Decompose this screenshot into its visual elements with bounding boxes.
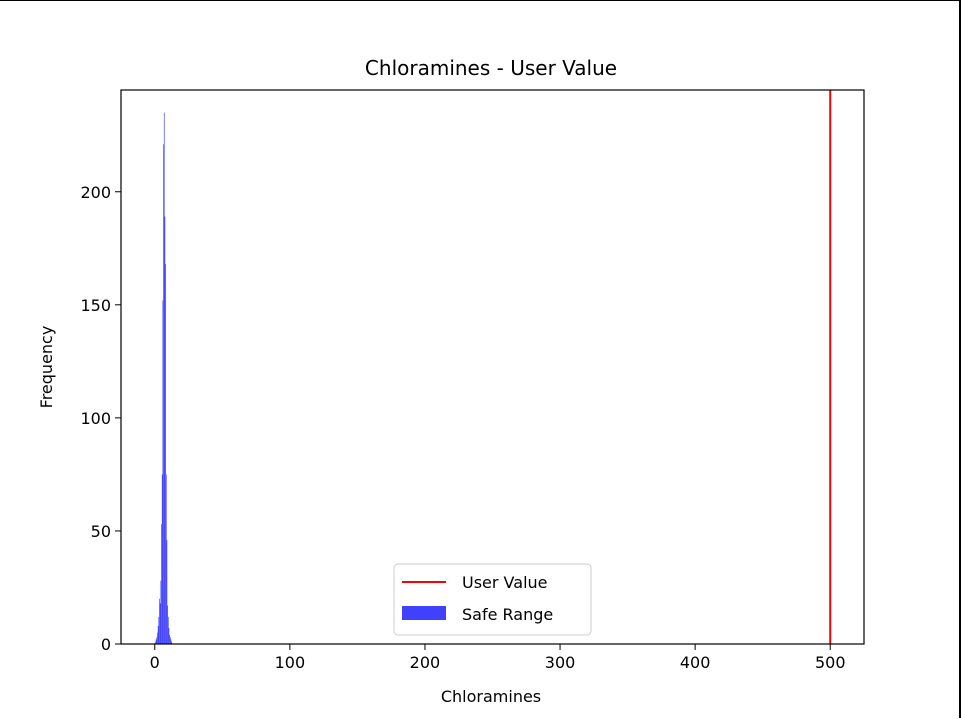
- y-tick-label: 0: [101, 635, 111, 654]
- x-tick-label: 200: [410, 653, 441, 672]
- histogram-bar: [155, 641, 156, 644]
- histogram-bar: [165, 264, 166, 644]
- histogram-bar: [170, 639, 172, 644]
- histogram-bar: [164, 216, 166, 644]
- x-tick-label: 300: [545, 653, 576, 672]
- histogram-bars: [155, 112, 172, 644]
- histogram-bar: [161, 474, 163, 644]
- histogram-bar: [157, 625, 159, 644]
- x-tick-label: 500: [815, 653, 846, 672]
- legend-safe-range-label: Safe Range: [462, 605, 553, 624]
- histogram-bar: [157, 632, 158, 644]
- y-tick-label: 150: [80, 296, 111, 315]
- histogram-bar: [168, 628, 170, 644]
- histogram-bar: [159, 603, 161, 644]
- histogram-bar: [162, 300, 164, 644]
- histogram-bar: [155, 639, 157, 644]
- y-tick-label: 50: [91, 522, 111, 541]
- y-tick-label: 200: [80, 183, 111, 202]
- y-tick-label: 100: [80, 409, 111, 428]
- histogram-bar: [160, 580, 162, 644]
- histogram-bar: [163, 144, 164, 644]
- y-axis-label: Frequency: [37, 326, 56, 409]
- histogram-bar: [166, 539, 168, 644]
- legend-user-value-label: User Value: [462, 573, 548, 592]
- x-axis-ticks: 0 100 200 300 400 500: [150, 644, 846, 672]
- histogram-bar: [161, 524, 162, 644]
- histogram-bar: [163, 112, 165, 644]
- y-axis-ticks: 0 50 100 150 200: [80, 183, 121, 654]
- histogram-bar: [171, 641, 172, 644]
- x-axis-label: Chloramines: [441, 687, 541, 706]
- x-tick-label: 400: [680, 653, 711, 672]
- plot-area: [120, 89, 865, 645]
- x-tick-label: 0: [150, 653, 160, 672]
- histogram-bar: [167, 605, 168, 644]
- histogram-bar: [167, 616, 169, 644]
- histogram-bar: [165, 474, 167, 644]
- chart-title: Chloramines - User Value: [365, 56, 617, 80]
- histogram-bar: [156, 637, 158, 644]
- legend: User Value Safe Range: [393, 563, 592, 636]
- legend-safe-range-swatch: [402, 606, 446, 620]
- x-tick-label: 100: [275, 653, 306, 672]
- histogram-bar: [169, 634, 170, 644]
- histogram-bar: [158, 616, 160, 644]
- histogram-bar: [159, 598, 160, 644]
- histogram-bar: [169, 637, 171, 644]
